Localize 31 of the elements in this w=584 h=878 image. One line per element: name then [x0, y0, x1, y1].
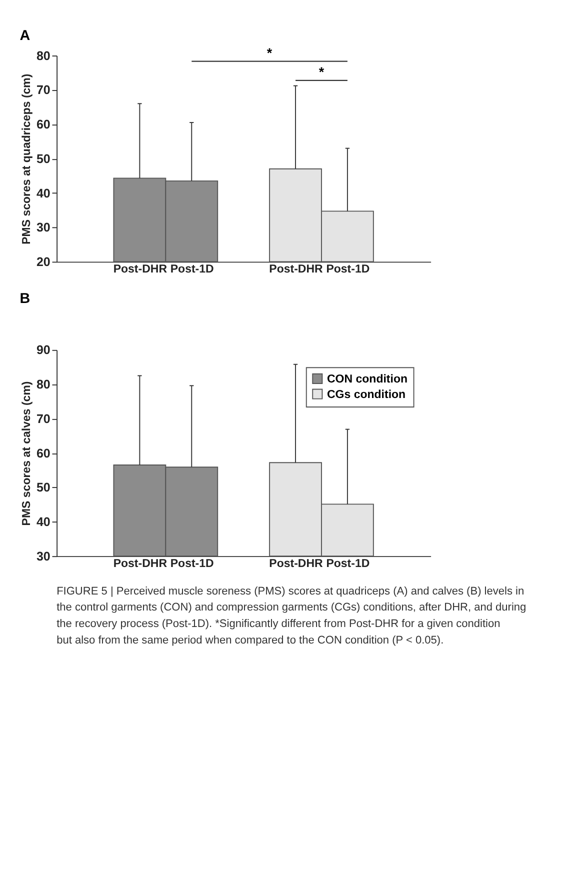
y-tick-label: 60	[36, 118, 50, 132]
y-tick-label: 20	[36, 255, 50, 270]
x-tick-label: Post-DHR	[113, 558, 168, 570]
legend-label: CON condition	[327, 374, 408, 386]
y-tick-label: 80	[36, 48, 50, 63]
y-tick-label: 50	[36, 152, 50, 166]
chart-title: B	[20, 290, 30, 307]
y-tick-label: 70	[36, 412, 50, 426]
y-tick-label: 60	[36, 446, 50, 460]
y-tick-label: 40	[36, 515, 50, 530]
annotation: *	[318, 64, 325, 80]
caption: FIGURE 5 | Perceived muscle soreness (PMS) scores at quadriceps (A) and calves (B) levels in the control garments (CON) and compression garments (CGs) conditions, after DHR, and during the recovery process (Post-1D). *Significantly different from Post-DHR for a given condition but also from the same period when compared to the CON condition (P < 0.05).	[56, 585, 526, 646]
x-tick-label: Post-DHR	[113, 264, 168, 276]
y-axis-title: PMS scores at calves (cm)	[20, 381, 33, 526]
x-tick-label: Post-DHR	[269, 264, 324, 276]
x-tick-label: Post-1D	[170, 264, 214, 276]
chart-title: A	[20, 28, 30, 44]
legend-label: CGs condition	[327, 388, 406, 401]
x-tick-label: Post-1D	[170, 558, 214, 570]
x-tick-label: Post-1D	[326, 264, 370, 276]
y-tick-label: 50	[36, 480, 50, 495]
y-tick-label: 30	[36, 549, 50, 564]
y-tick-label: 40	[36, 186, 50, 200]
y-tick-label: 70	[36, 83, 50, 98]
annotation: *	[266, 45, 273, 60]
y-axis-title: PMS scores at quadriceps (cm)	[20, 74, 33, 244]
y-tick-label: 90	[36, 343, 50, 358]
y-tick-label: 80	[36, 378, 50, 392]
x-tick-label: Post-1D	[326, 558, 370, 570]
x-tick-label: Post-DHR	[269, 558, 324, 570]
y-tick-label: 30	[36, 220, 50, 235]
